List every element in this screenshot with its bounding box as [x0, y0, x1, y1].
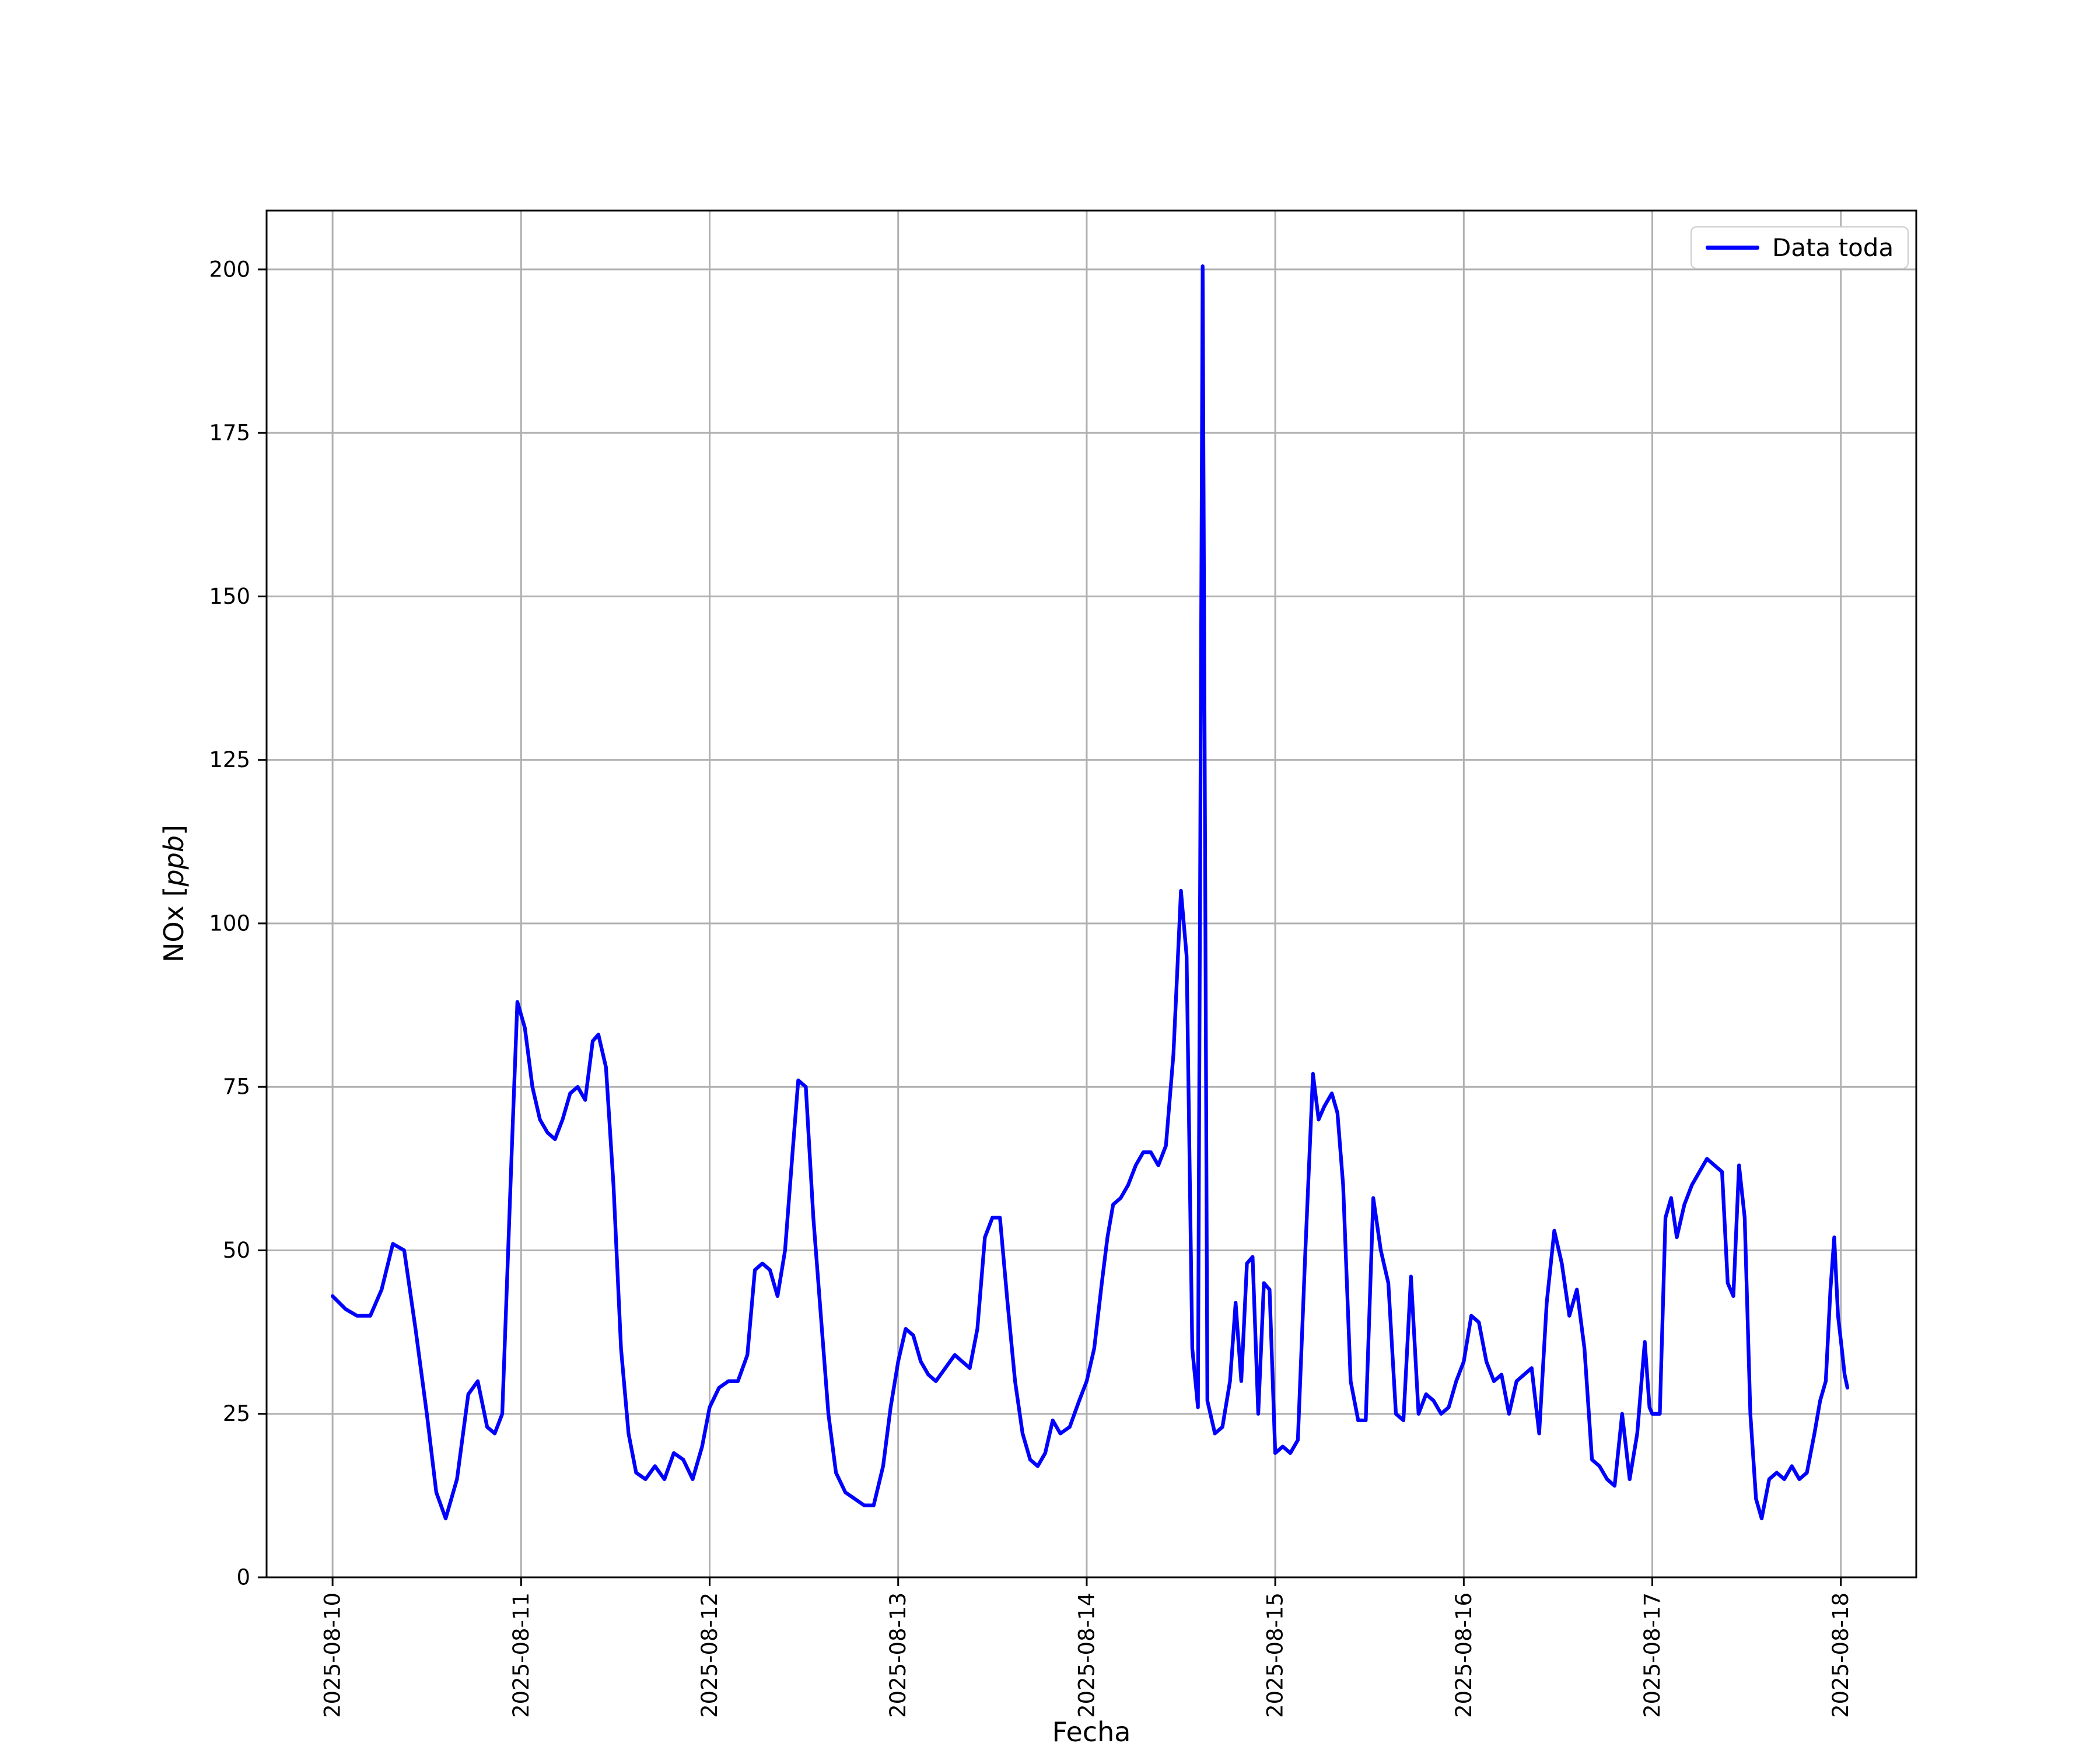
x-axis-label: Fecha	[1052, 1716, 1131, 1748]
y-tick-label: 50	[223, 1238, 250, 1263]
y-axis-label-unit: ppb	[158, 835, 190, 887]
x-tick-label: 2025-08-12	[697, 1592, 722, 1718]
tick-marks	[258, 268, 1842, 1586]
plot-area	[267, 211, 1916, 1577]
x-tick-label: 2025-08-11	[509, 1592, 534, 1718]
legend: Data toda	[1690, 226, 1909, 269]
y-axis-label-prefix: NOx [	[158, 886, 190, 963]
y-axis-label: NOx [ppb]	[158, 825, 190, 963]
y-tick-label: 200	[209, 257, 250, 282]
x-tick-label: 2025-08-13	[886, 1592, 911, 1718]
x-tick-label: 2025-08-15	[1263, 1592, 1288, 1718]
x-tick-label: 2025-08-17	[1640, 1592, 1665, 1718]
y-tick-label: 150	[209, 584, 250, 609]
series-line	[330, 264, 1850, 1521]
axes-spines	[265, 209, 1917, 1578]
y-tick-label: 175	[209, 421, 250, 446]
x-tick-label: 2025-08-10	[320, 1592, 345, 1718]
x-tick-label: 2025-08-18	[1828, 1592, 1853, 1718]
y-axis-label-suffix: ]	[158, 825, 190, 835]
x-tick-label: 2025-08-14	[1074, 1592, 1099, 1718]
y-tick-label: 75	[223, 1074, 250, 1100]
legend-label: Data toda	[1772, 233, 1894, 262]
y-tick-label: 100	[209, 911, 250, 936]
tick-labels: 2025-08-10 2025-08-11 2025-08-12 2025-08-13…	[209, 257, 1853, 1718]
y-tick-label: 125	[209, 747, 250, 772]
y-tick-label: 25	[223, 1401, 250, 1426]
x-tick-label: 2025-08-16	[1451, 1592, 1476, 1718]
legend-line-sample	[1706, 246, 1759, 250]
y-tick-label: 0	[236, 1565, 250, 1590]
